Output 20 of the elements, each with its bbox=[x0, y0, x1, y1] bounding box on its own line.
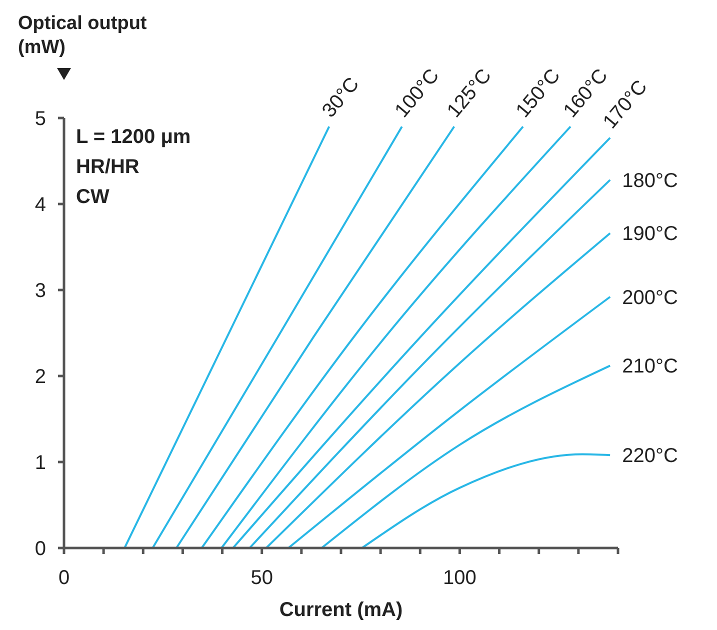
series-label: 220°C bbox=[622, 445, 678, 468]
annotation: CW bbox=[76, 185, 110, 210]
y-tick-label: 5 bbox=[34, 108, 46, 130]
series-label: 180°C bbox=[622, 170, 678, 192]
y-tick-label: 3 bbox=[34, 280, 46, 302]
annotation: L = 1200 μm bbox=[76, 125, 191, 150]
x-tick-label: 100 bbox=[443, 567, 476, 590]
series-label: 190°C bbox=[622, 223, 678, 246]
series-label: 200°C bbox=[622, 286, 678, 309]
y-tick-label: 1 bbox=[34, 452, 46, 474]
x-tick-label: 0 bbox=[58, 567, 70, 590]
y-axis-title: Optical output (mW) bbox=[18, 12, 147, 60]
x-axis-title: Current (mA) bbox=[279, 599, 403, 621]
x-tick-label: 50 bbox=[250, 567, 273, 590]
series-label: 210°C bbox=[622, 356, 678, 378]
y-tick-label: 0 bbox=[34, 538, 46, 560]
annotation: HR/HR bbox=[76, 155, 140, 180]
line-series bbox=[360, 453, 612, 548]
y-tick-label: 4 bbox=[34, 194, 46, 216]
y-tick-label: 2 bbox=[34, 366, 46, 388]
